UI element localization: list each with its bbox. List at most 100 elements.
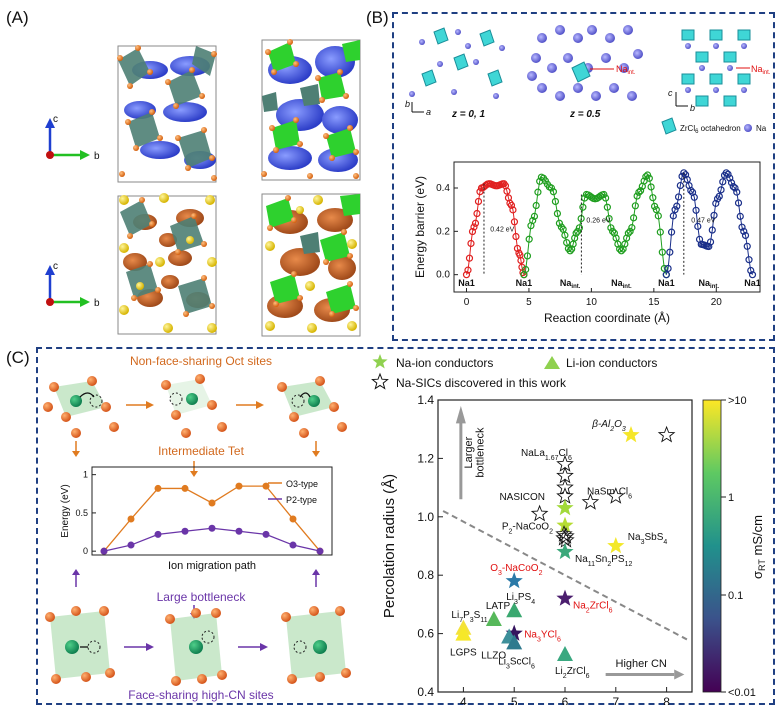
axis-triad-top: c b <box>45 114 100 162</box>
cr-trend-line <box>442 510 688 641</box>
b-series-point <box>529 216 537 225</box>
cl-series-point <box>181 484 189 492</box>
b-series-point <box>575 224 583 232</box>
cr-point-label: Li3PS4 <box>506 592 535 606</box>
b-series-point <box>747 266 755 275</box>
b-site-label: Na1 <box>744 278 761 288</box>
cr-point-label: Na11Sn2PS12 <box>575 554 632 568</box>
b-series-point <box>748 271 757 279</box>
cl-series-point <box>127 541 135 549</box>
b-series-point <box>512 232 520 241</box>
b-site-label: Na1 <box>658 278 675 288</box>
cl-xlabel: Ion migration path <box>168 560 256 572</box>
b-na-int-label-side: Naint. <box>751 64 771 76</box>
cr-point-triangle <box>557 646 573 662</box>
b-series-point <box>532 201 540 210</box>
cr-point-star <box>556 542 574 560</box>
b-series-point <box>551 197 560 206</box>
b-series-point <box>687 186 695 195</box>
cr-point-triangle <box>485 611 502 626</box>
panel-a-structures: c b c b <box>45 39 361 337</box>
cr-point-star-open <box>581 492 600 510</box>
cr-point-star <box>556 499 574 516</box>
colorbar-label: σRT mS/cm <box>750 515 767 579</box>
b-series-point <box>712 199 720 207</box>
b-series-point <box>680 169 688 177</box>
b-series-point <box>523 252 532 260</box>
b-series-point <box>740 227 748 235</box>
b-xtick-label: 5 <box>526 297 532 308</box>
b-series-point <box>741 231 750 240</box>
b-series-point <box>553 209 562 218</box>
colorbar-tick-label: <0.01 <box>728 687 756 699</box>
b-series-point <box>464 266 472 274</box>
b-series-point <box>667 228 676 236</box>
cr-larger-label: Larger <box>463 436 475 468</box>
structure-top-right <box>261 39 361 181</box>
panel-b: b a z = 0, 1 Naint. z = 0.5 <box>405 25 771 325</box>
b-series-point <box>462 271 471 279</box>
b-series-point <box>690 193 698 201</box>
b-site-label: Na1 <box>516 278 533 288</box>
cr-point-label: Na2ZrCl6 <box>573 601 613 615</box>
structure-top-left <box>117 45 217 183</box>
legend-na-ion: Na-ion conductors <box>396 356 493 370</box>
b-series-point <box>708 226 716 234</box>
b-xtick-label: 15 <box>648 297 660 308</box>
cl-series-point <box>289 541 297 549</box>
face-sharing-sketch <box>45 606 351 686</box>
b-series-point <box>726 174 734 182</box>
b-series-line-1 <box>523 174 667 275</box>
b-series-point <box>635 188 643 196</box>
b-annotation: 0.47 eV <box>691 218 715 225</box>
panel-b-frame <box>392 12 775 341</box>
b-series-point <box>669 212 677 220</box>
energy-path-chart: 0 0.5 1 Energy (eV) Ion migration path O3-typ… <box>60 466 333 572</box>
cl-series-point <box>262 530 270 538</box>
cl-series-point <box>154 484 162 492</box>
cr-point-star <box>622 426 640 443</box>
cl-series-point <box>181 527 189 535</box>
cl-ytick-label: 1 <box>83 470 88 480</box>
b-series-point <box>630 214 638 222</box>
b-series-point <box>719 178 727 186</box>
cl-ytick-label: 0.5 <box>75 508 88 518</box>
b-xlabel: Reaction coordinate (Å) <box>544 310 670 325</box>
b-series-point <box>671 206 679 214</box>
cr-point-label: β-Al2O3 <box>591 419 626 433</box>
b-ytick-label: 0.2 <box>436 226 450 237</box>
colorbar-tick-label: 0.1 <box>728 590 743 602</box>
axis-c-label: c <box>53 114 58 125</box>
b-series-point <box>642 173 650 181</box>
cl-ytick-label: 0 <box>83 546 88 556</box>
cr-point-triangle <box>506 634 523 650</box>
cr-point-label: NaLa1.67Cl6 <box>521 448 572 462</box>
b-series-point <box>710 211 718 219</box>
b-series-point <box>465 254 474 262</box>
b-series-point <box>530 212 539 220</box>
cr-point-label: NaSm2Cl6 <box>587 486 632 500</box>
cr-highercn-arrowhead <box>674 669 685 680</box>
panel-letter-a: (A) <box>6 8 29 27</box>
b-series-point <box>602 194 610 202</box>
b-series-point <box>664 264 672 273</box>
cr-point-label: LGPS <box>450 648 477 659</box>
cr-ytick-label: 1.2 <box>417 451 434 465</box>
b-series-point <box>572 229 580 237</box>
cl-series-point <box>262 482 270 490</box>
b-annotation: 0.42 eV <box>490 226 514 233</box>
cr-point-star-open <box>530 504 549 522</box>
cr-point-triangle <box>506 602 523 618</box>
b-axis-c: c <box>668 88 673 98</box>
oct-sites-sketch <box>43 374 347 438</box>
cr-ylabel: Percolation radius (Å) <box>381 474 398 618</box>
b-series-point <box>734 199 743 207</box>
b-series-point <box>534 188 542 196</box>
b-series-point <box>733 188 741 196</box>
b-series-point <box>649 194 657 202</box>
b-series-point <box>692 206 700 214</box>
b-series-point <box>658 248 666 256</box>
cr-point-star-open <box>557 531 575 548</box>
cr-xtick-label: 5 <box>511 695 518 705</box>
